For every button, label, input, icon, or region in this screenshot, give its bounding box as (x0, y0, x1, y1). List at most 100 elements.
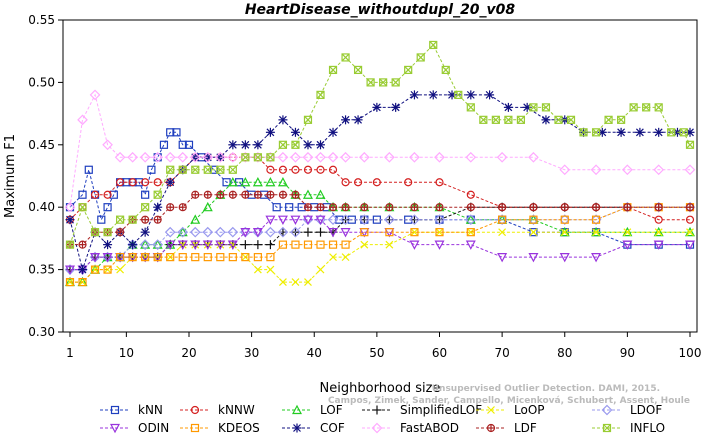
legend-marker (292, 404, 302, 415)
data-point-loop (304, 278, 312, 287)
series-ldof (64, 201, 696, 275)
data-point-inflo (466, 103, 475, 112)
data-point-loop (686, 228, 694, 237)
data-point-inflo (667, 128, 676, 137)
legend-label: FastABOD (400, 421, 459, 434)
legend-item-ldf: LDF (476, 421, 537, 434)
data-point-cof (409, 90, 419, 100)
data-point-ldf (591, 203, 601, 212)
data-point-fastabod (202, 151, 214, 163)
data-point-odin (227, 240, 238, 250)
data-point-simplifiedlof (316, 227, 326, 237)
data-point-odin (328, 228, 339, 238)
data-point-ldf (385, 203, 394, 212)
data-point-cof (372, 102, 382, 112)
data-point-cof (165, 177, 175, 187)
data-point-ldf (166, 203, 175, 212)
data-point-cof (265, 127, 275, 137)
data-point-fastabod (89, 89, 101, 101)
data-point-knnw (404, 178, 413, 187)
data-point-ldf (141, 215, 150, 224)
data-point-odin (190, 240, 201, 250)
data-point-cof (503, 102, 513, 112)
plot-area (64, 40, 696, 287)
data-point-cof (541, 115, 551, 125)
data-point-inflo (65, 240, 75, 249)
data-point-ldof (177, 226, 189, 238)
legend-item-odin: ODIN (100, 421, 169, 434)
data-point-inflo (116, 215, 125, 224)
data-point-inflo (141, 203, 150, 212)
data-point-inflo (629, 103, 638, 112)
data-point-knn (285, 203, 294, 212)
x-tick-label: 60 (432, 346, 447, 360)
data-point-odin (202, 240, 213, 250)
series-inflo (65, 40, 695, 249)
data-point-kdeos (78, 277, 87, 287)
data-point-kdeos (128, 253, 137, 262)
watermark-line-1: Unsupervised Outlier Detection. DAMI, 20… (432, 384, 660, 394)
data-point-kdeos (291, 240, 300, 249)
data-point-cof (466, 90, 476, 100)
legend-label: kNNW (218, 403, 255, 417)
data-point-fastabod (102, 139, 113, 151)
data-point-fastabod (528, 151, 539, 163)
data-point-odin (340, 228, 351, 238)
data-point-loop (385, 240, 394, 249)
data-point-ldf (216, 190, 225, 199)
data-point-knnw (328, 165, 338, 174)
data-point-knn (172, 128, 181, 137)
data-point-inflo (654, 103, 663, 112)
legend-label: INFLO (630, 421, 665, 434)
data-point-kdeos (560, 215, 569, 224)
data-point-simplifiedlof (253, 240, 263, 250)
legend-item-lof: LOF (282, 403, 343, 417)
x-tick-label: 1 (66, 346, 74, 360)
data-point-kdeos (153, 253, 162, 262)
data-point-ldf (78, 240, 87, 249)
data-point-ldf (178, 203, 187, 212)
data-point-ldf (266, 190, 275, 199)
data-point-loop (592, 228, 600, 237)
data-point-inflo (90, 228, 100, 237)
data-point-fastabod (164, 151, 176, 163)
data-point-knnw (435, 178, 444, 187)
data-point-inflo (303, 115, 313, 124)
data-point-kdeos (385, 228, 394, 237)
x-tick-label: 40 (307, 346, 322, 360)
legend-label: KDEOS (218, 421, 260, 434)
legend-item-fastabod: FastABOD (362, 421, 459, 434)
data-point-inflo (178, 165, 187, 174)
legend-label: COF (320, 421, 345, 434)
data-point-kdeos (266, 253, 275, 262)
legend-item-ldof: LDOF (592, 403, 662, 417)
data-point-cof (635, 127, 645, 137)
data-point-inflo (153, 190, 162, 199)
legend-marker (487, 406, 495, 414)
data-point-ldf (410, 203, 419, 212)
data-point-kdeos (410, 228, 419, 237)
legend-item-knn: kNN (100, 403, 163, 417)
legend-item-knnw: kNNW (180, 403, 255, 417)
data-point-ldof (384, 214, 395, 226)
data-point-ldf (341, 203, 350, 212)
data-point-inflo (642, 103, 651, 112)
data-point-ldf (278, 190, 288, 199)
data-point-ldof (202, 226, 214, 238)
data-point-ldof (340, 214, 351, 226)
series-fastabod (64, 89, 696, 213)
data-point-inflo (579, 128, 588, 137)
data-point-simplifiedlof (240, 240, 250, 250)
x-tick-label: 80 (557, 346, 572, 360)
data-point-knnw (303, 165, 313, 174)
data-point-inflo (504, 115, 513, 124)
data-point-loop (291, 278, 300, 287)
data-point-kdeos (178, 253, 187, 262)
x-tick-label: 70 (494, 346, 509, 360)
data-point-ldf (466, 203, 475, 212)
data-point-cof (485, 90, 495, 100)
data-point-cof (103, 240, 113, 250)
data-point-cof (128, 240, 138, 250)
data-point-inflo (253, 153, 262, 162)
legend-label: LOF (320, 403, 343, 417)
